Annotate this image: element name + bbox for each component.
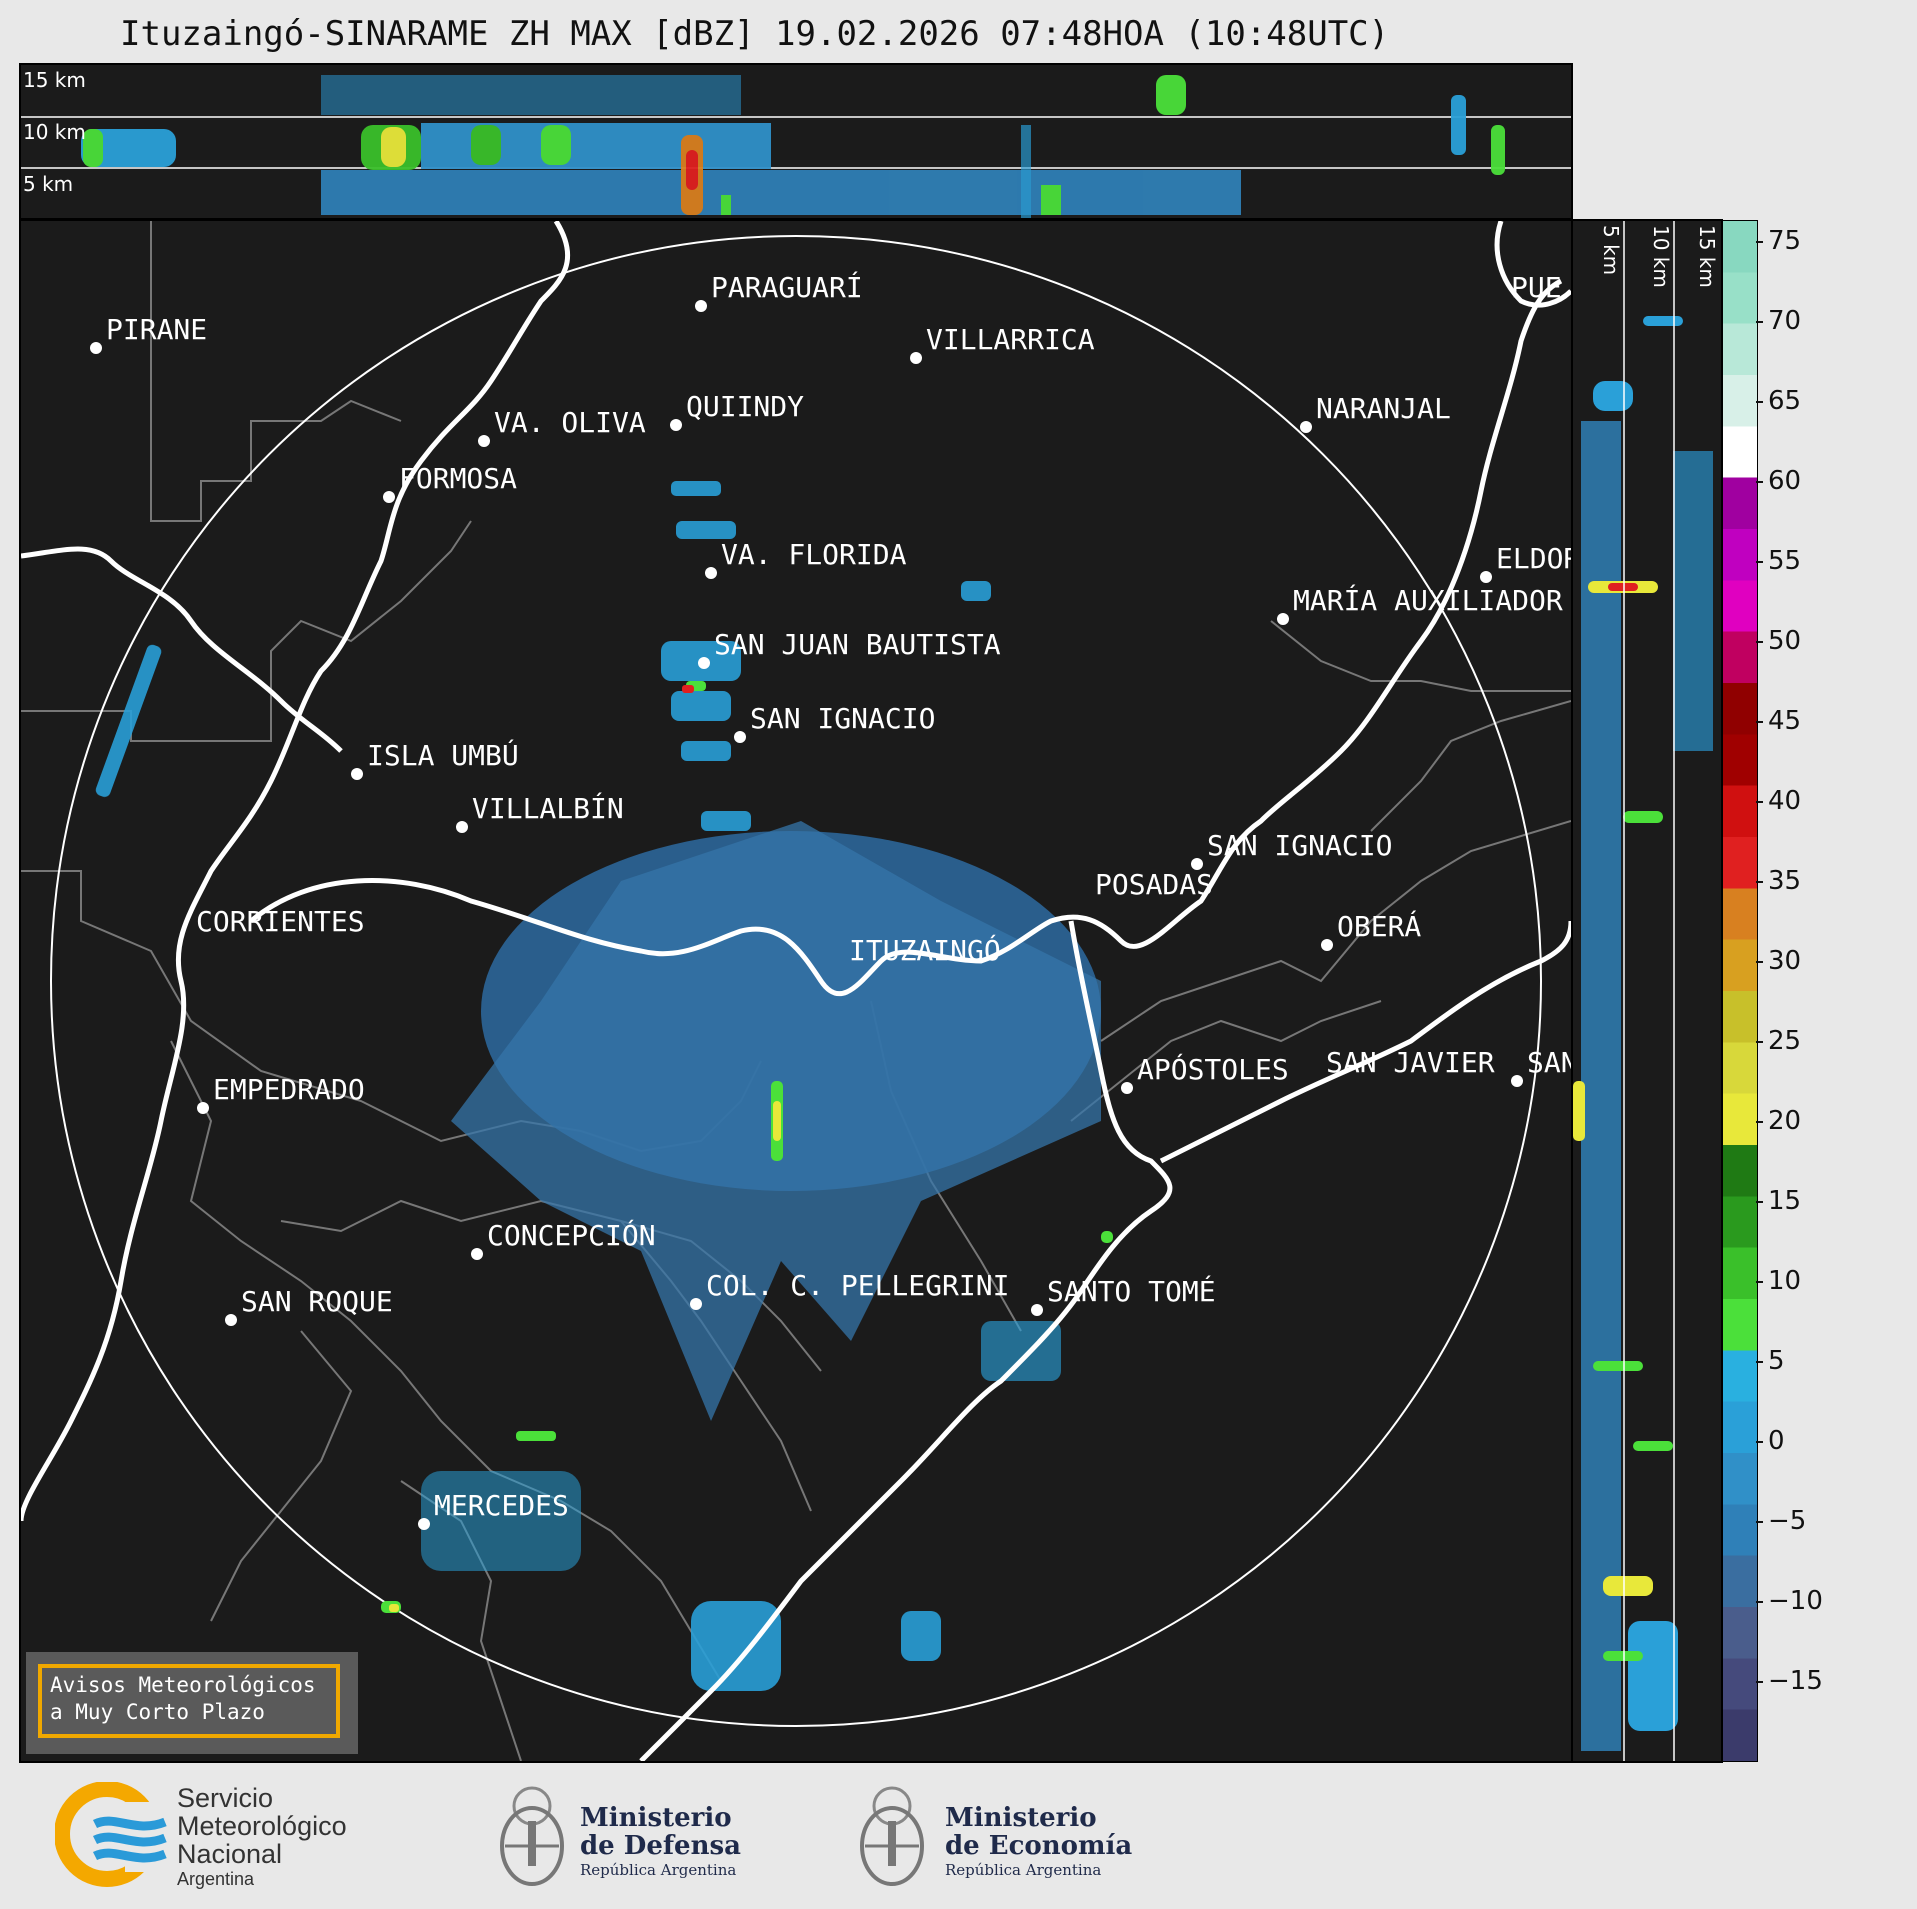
city-label-pue: PUE — [1511, 271, 1562, 304]
city-label-eldor: ELDOR — [1496, 542, 1571, 575]
colorbar-tick: 15 — [1755, 1186, 1801, 1216]
colorbar-tick: −5 — [1755, 1506, 1806, 1536]
colorbar-tick: 25 — [1755, 1026, 1801, 1056]
coat-of-arms-icon — [860, 1786, 924, 1886]
city-label-posadas: POSADAS — [1095, 868, 1213, 901]
colorbar-tick: 65 — [1755, 386, 1801, 416]
city-markers — [90, 300, 1523, 1530]
defensa-logo: Ministerio de Defensa República Argentin… — [495, 1776, 755, 1896]
colorbar — [1722, 220, 1758, 1762]
colorbar-tick: −10 — [1756, 1586, 1823, 1616]
defensa-line3: República Argentina — [580, 1861, 737, 1879]
city-label-mercedes: MERCEDES — [434, 1489, 569, 1522]
colorbar-tick: 5 — [1756, 1346, 1785, 1376]
city-label-obera: OBERÁ — [1337, 909, 1421, 943]
colorbar-tick: 50 — [1755, 626, 1801, 656]
city-label-quiindy: QUIINDY — [686, 390, 804, 423]
city-label-villalbin: VILLALBÍN — [472, 791, 624, 825]
smn-emblem-icon — [55, 1782, 175, 1887]
top-cross-section-plot — [21, 75, 1571, 218]
economia-logo: Ministerio de Economía República Argenti… — [855, 1776, 1135, 1896]
city-label-va-oliva: VA. OLIVA — [494, 406, 646, 439]
city-label-ituzaingo: ITUZAINGÓ — [849, 933, 1001, 967]
colorbar-tick: 20 — [1755, 1106, 1801, 1136]
radar-map: PARAGUARÍ VILLARRICA PIRANE QUIINDY VA. … — [19, 219, 1573, 1763]
city-label-corrientes: CORRIENTES — [196, 905, 365, 938]
economia-line3: República Argentina — [945, 1861, 1102, 1879]
colorbar-tick: 40 — [1755, 786, 1801, 816]
city-label-san-javier: SAN JAVIER — [1326, 1046, 1495, 1079]
city-label-concepcion: CONCEPCIÓN — [487, 1218, 656, 1252]
city-label-san-roque: SAN ROQUE — [241, 1285, 393, 1318]
radar-echoes — [95, 481, 1113, 1691]
city-label-san-ignacio-py: SAN IGNACIO — [750, 702, 935, 735]
warnings-link-box[interactable]: Avisos Meteorológicos a Muy Corto Plazo — [26, 1652, 358, 1754]
smn-line3: Nacional — [177, 1839, 283, 1869]
radar-map-plot: PARAGUARÍ VILLARRICA PIRANE QUIINDY VA. … — [21, 221, 1571, 1761]
economia-line2: de Economía — [945, 1831, 1133, 1861]
side-altitude-label-10km: 10 km — [1649, 225, 1673, 288]
colorbar-tick: 10 — [1755, 1266, 1801, 1296]
city-label-san-ignacio-ar: SAN IGNACIO — [1207, 829, 1392, 862]
warnings-link-line2: a Muy Corto Plazo — [50, 1700, 265, 1724]
city-label-isla-umbu: ISLA UMBÚ — [367, 738, 519, 772]
city-label-villarrica: VILLARRICA — [926, 323, 1095, 356]
city-label-san-juan-bautista: SAN JUAN BAUTISTA — [714, 628, 1001, 661]
city-label-formosa: FORMOSA — [399, 462, 517, 495]
city-label-naranjal: NARANJAL — [1316, 392, 1451, 425]
colorbar-tick: 35 — [1755, 866, 1801, 896]
altitude-label-10km: 10 km — [23, 120, 86, 144]
city-label-apostoles: APÓSTOLES — [1137, 1052, 1289, 1086]
city-label-col-c-pellegrini: COL. C. PELLEGRINI — [706, 1269, 1009, 1302]
side-altitude-label-15km: 15 km — [1695, 225, 1719, 288]
economia-line1: Ministerio — [945, 1803, 1097, 1833]
defensa-line2: de Defensa — [580, 1831, 741, 1861]
city-label-san: SAN — [1527, 1046, 1571, 1079]
coat-of-arms-icon — [500, 1786, 564, 1886]
borders-rivers — [21, 221, 1571, 1761]
smn-line4: Argentina — [177, 1869, 255, 1889]
colorbar-tick: −15 — [1756, 1666, 1823, 1696]
city-label-maria-auxiliador: MARÍA AUXILIADOR — [1293, 583, 1563, 617]
warnings-link[interactable]: Avisos Meteorológicos a Muy Corto Plazo — [38, 1664, 340, 1738]
city-label-va-florida: VA. FLORIDA — [721, 538, 907, 571]
defensa-line1: Ministerio — [580, 1803, 732, 1833]
colorbar-tick: 75 — [1755, 226, 1801, 256]
side-cross-section: 5 km 10 km 15 km — [1571, 219, 1723, 1763]
city-label-pirane: PIRANE — [106, 313, 207, 346]
smn-line2: Meteorológico — [177, 1811, 347, 1841]
city-label-paraguari: PARAGUARÍ — [711, 270, 863, 304]
colorbar-tick: 60 — [1755, 466, 1801, 496]
colorbar-tick: 70 — [1755, 306, 1801, 336]
colorbar-tick: 0 — [1756, 1426, 1785, 1456]
altitude-label-15km: 15 km — [23, 68, 86, 92]
smn-line1: Servicio — [177, 1783, 274, 1813]
colorbar-tick: 55 — [1755, 546, 1801, 576]
top-cross-section: 15 km 10 km 5 km — [19, 63, 1573, 220]
range-ring — [50, 235, 1542, 1727]
side-cross-section-plot — [1573, 221, 1713, 1761]
chart-title: Ituzaingó-SINARAME ZH MAX [dBZ] 19.02.20… — [120, 14, 1390, 54]
smn-logo: Servicio Meteorológico Nacional Argentin… — [55, 1782, 395, 1892]
colorbar-tick: 45 — [1755, 706, 1801, 736]
colorbar-tick: 30 — [1755, 946, 1801, 976]
city-label-empedrado: EMPEDRADO — [213, 1073, 365, 1106]
warnings-link-line1: Avisos Meteorológicos — [50, 1673, 316, 1697]
city-label-santo-tome: SANTO TOMÉ — [1047, 1274, 1216, 1308]
side-altitude-label-5km: 5 km — [1599, 225, 1623, 276]
altitude-label-5km: 5 km — [23, 172, 74, 196]
